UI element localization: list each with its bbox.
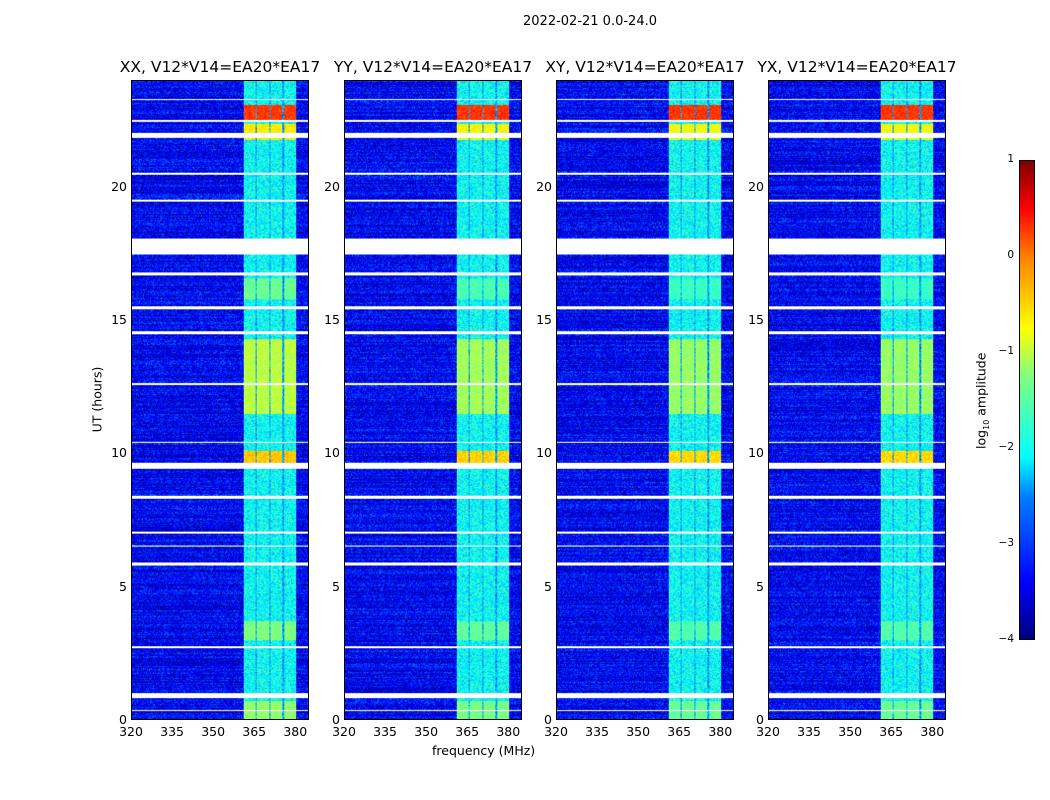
y-tick-label: 5	[756, 578, 764, 594]
x-tick-label: 380	[708, 724, 733, 739]
y-tick-label: 10	[748, 445, 764, 461]
x-tick-label: 365	[242, 724, 267, 739]
y-tick-label: 5	[119, 578, 127, 594]
colorbar-tick-label: −4	[998, 633, 1014, 645]
x-tick-label: 380	[920, 724, 945, 739]
panel-title: YY, V12*V14=EA20*EA17	[333, 58, 533, 76]
y-tick-label: 0	[756, 712, 764, 727]
y-tick-label: 10	[536, 445, 552, 461]
x-tick-label: 365	[455, 724, 480, 739]
y-axis-label: UT (hours)	[89, 366, 105, 433]
y-tick-label: 0	[544, 712, 552, 727]
x-tick-label: 320	[119, 724, 143, 739]
colorbar-tick-label: 0	[1007, 249, 1014, 261]
y-tick-label: 15	[536, 312, 552, 327]
y-tick-label: 5	[332, 578, 340, 594]
colorbar-tick-label: −1	[998, 345, 1014, 357]
x-tick-label: 380	[496, 724, 521, 739]
y-tick-label: 0	[119, 712, 127, 727]
waterfall-heatmap-xy	[556, 80, 734, 720]
x-tick-label: 320	[544, 724, 568, 739]
x-tick-label: 350	[838, 724, 863, 739]
x-tick-label: 350	[201, 724, 226, 739]
x-tick-label: 320	[756, 724, 780, 739]
y-tick-label: 20	[324, 178, 340, 194]
x-tick-label: 335	[160, 724, 184, 739]
x-tick-label: 335	[373, 724, 397, 739]
y-tick-label: 10	[111, 445, 127, 461]
x-tick-label: 335	[797, 724, 821, 739]
y-tick-label: 5	[544, 578, 552, 594]
panel-title: XY, V12*V14=EA20*EA17	[545, 58, 745, 76]
colorbar-label: log10 amplitude	[973, 352, 991, 449]
x-tick-label: 365	[667, 724, 692, 739]
x-tick-label: 365	[879, 724, 904, 739]
y-tick-label: 20	[536, 178, 552, 194]
panel-title: XX, V12*V14=EA20*EA17	[119, 58, 321, 76]
x-tick-label: 350	[626, 724, 651, 739]
panel-title: YX, V12*V14=EA20*EA17	[757, 58, 957, 76]
colorbar-tick-label: 1	[1007, 153, 1014, 165]
colorbar-tick-label: −2	[998, 441, 1014, 453]
y-tick-label: 20	[111, 178, 127, 194]
x-axis-label: frequency (MHz)	[432, 743, 536, 758]
waterfall-heatmap-yx	[768, 80, 946, 720]
waterfall-heatmap-yy	[344, 80, 522, 720]
y-tick-label: 20	[748, 178, 764, 194]
x-tick-label: 335	[585, 724, 609, 739]
y-tick-label: 15	[748, 312, 764, 327]
x-tick-label: 350	[414, 724, 439, 739]
x-tick-label: 380	[283, 724, 308, 739]
x-tick-label: 320	[332, 724, 356, 739]
y-tick-label: 15	[111, 312, 127, 327]
waterfall-heatmap-xx	[131, 80, 309, 720]
y-tick-label: 10	[324, 445, 340, 461]
y-tick-label: 15	[324, 312, 340, 327]
figure-title: 2022-02-21 0.0-24.0	[523, 14, 657, 29]
colorbar	[1019, 160, 1035, 640]
colorbar-tick-label: −3	[998, 537, 1014, 549]
y-tick-label: 0	[332, 712, 340, 727]
